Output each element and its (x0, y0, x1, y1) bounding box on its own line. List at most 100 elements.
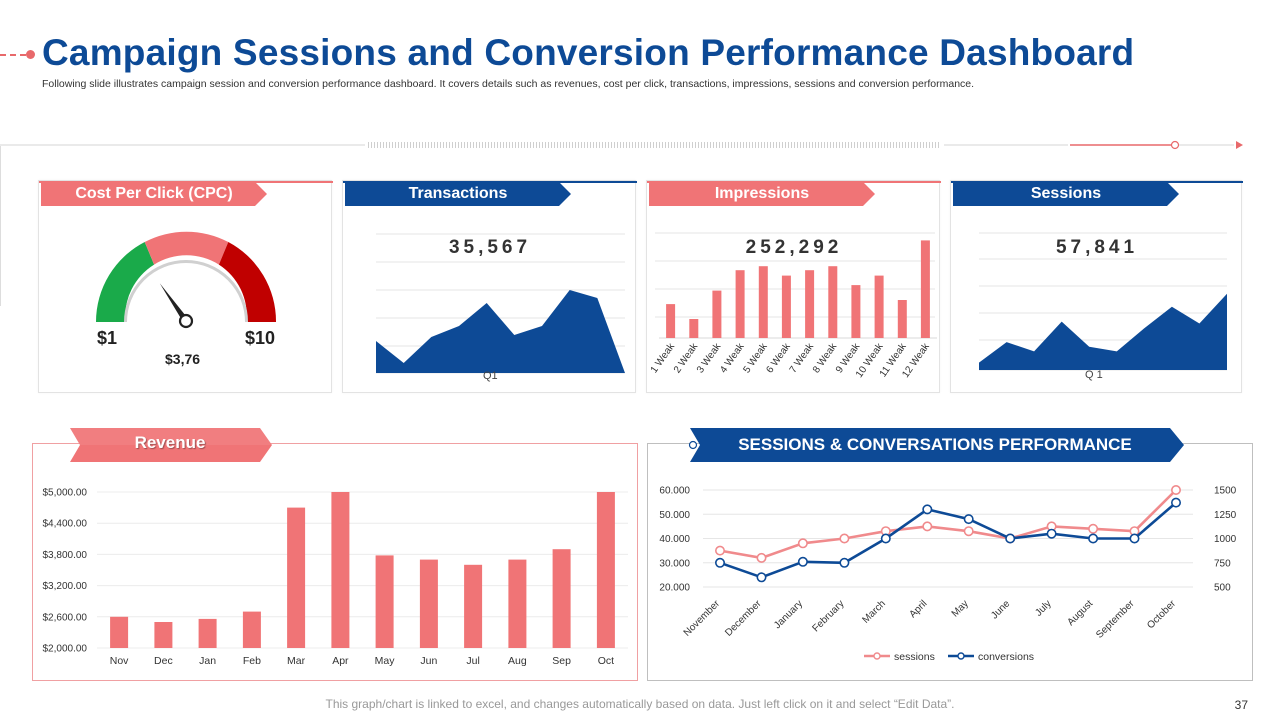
revenue-bar (375, 555, 394, 648)
performance-conversions-point (797, 556, 808, 567)
performance-right-tick-label: 500 (1214, 583, 1231, 594)
revenue-bar (331, 492, 350, 648)
performance-conversions-point (1129, 533, 1140, 544)
performance-conversions-point (1088, 533, 1099, 544)
page-number: 37 (1234, 698, 1248, 712)
impressions-bar (828, 266, 838, 338)
revenue-bar (596, 492, 615, 648)
revenue-category-label: Jan (199, 655, 216, 667)
performance-right-tick-label: 1250 (1214, 510, 1237, 521)
cpc-card: Cost Per Click (CPC) $1 $10 $3,76 (38, 180, 333, 393)
revenue-bar (419, 559, 438, 648)
title-decoration-dot (26, 50, 35, 59)
performance-sessions-point (922, 521, 933, 532)
cpc-min-label: $1 (97, 328, 118, 348)
gauge-hub (178, 313, 194, 329)
performance-category-label: June (989, 598, 1012, 621)
performance-conversions-point (922, 504, 933, 515)
revenue-bar (110, 616, 129, 648)
revenue-category-label: Sep (552, 655, 571, 667)
cpc-gauge (95, 231, 277, 329)
performance-sessions-line (719, 489, 1177, 560)
performance-conversions-point (1046, 528, 1057, 539)
revenue-ytick-label: $2,000.00 (43, 644, 88, 655)
performance-sessions-point (756, 552, 767, 563)
revenue-ytick-label: $3,200.00 (43, 581, 88, 592)
gauge-needle (159, 283, 189, 323)
performance-category-label: April (907, 598, 929, 620)
performance-conversions-point (715, 557, 726, 568)
performance-category-label: July (1033, 598, 1053, 618)
impressions-bar (874, 275, 884, 338)
performance-card: 60.000 50.000 40.000 30.000 20.000 1500 1250 10… (647, 443, 1253, 681)
performance-legend-marker (957, 652, 965, 660)
revenue-ytick-label: $3,800.00 (43, 550, 88, 561)
impressions-bar (689, 319, 699, 338)
impressions-bar (920, 240, 930, 338)
transactions-ribbon: Transactions (345, 182, 571, 206)
impressions-bar (735, 270, 745, 338)
title-decoration-line (0, 54, 26, 56)
left-guide-line (0, 146, 1, 306)
revenue-bar (464, 564, 483, 648)
revenue-card: $5,000.00 $4,400.00 $3,800.00 $3,200.00 $2,6… (32, 443, 638, 681)
revenue-ytick-label: $2,600.00 (43, 612, 88, 623)
performance-conversions-line (719, 501, 1177, 579)
revenue-category-label: Feb (243, 655, 261, 667)
sessions-axis-label: Q 1 (1085, 369, 1103, 381)
gauge-band-green (95, 242, 155, 322)
page-subtitle: Following slide illustrates campaign ses… (42, 78, 975, 90)
performance-sessions-point (839, 533, 850, 544)
performance-conversions-point (839, 557, 850, 568)
revenue-title: Revenue (134, 433, 206, 452)
gauge-band-pink (144, 231, 229, 265)
performance-left-tick-label: 60.000 (659, 486, 690, 497)
performance-left-tick-label: 30.000 (659, 558, 690, 569)
transactions-axis-label: Q1 (483, 370, 498, 382)
performance-conversions-point (1170, 497, 1181, 508)
transactions-area (376, 290, 625, 373)
cpc-max-label: $10 (245, 328, 276, 348)
revenue-bar-chart: $5,000.00 $4,400.00 $3,800.00 $3,200.00 $2,6… (43, 488, 628, 667)
performance-left-tick-label: 20.000 (659, 583, 690, 594)
gauge-band-darkred (218, 242, 277, 322)
impressions-bar (805, 270, 815, 338)
performance-sessions-point (797, 538, 808, 549)
impressions-bar (781, 275, 791, 338)
impressions-bar (758, 266, 768, 338)
sessions-card: Sessions 57,841 Q 1 (950, 180, 1243, 393)
transactions-value: 35,567 (448, 237, 532, 258)
revenue-bar (242, 611, 261, 648)
performance-sessions-point (1170, 484, 1181, 495)
performance-ribbon-dot (688, 440, 698, 450)
sessions-ribbon: Sessions (953, 182, 1179, 206)
revenue-category-label: Mar (287, 655, 306, 667)
performance-line-chart: 60.000 50.000 40.000 30.000 20.000 1500 1250 10… (659, 484, 1237, 663)
transactions-card: Transactions 35,567 Q1 (342, 180, 637, 393)
performance-legend-label: sessions (894, 651, 935, 663)
performance-legend-marker (873, 652, 881, 660)
revenue-bar (287, 507, 306, 648)
header-separator (0, 140, 1243, 150)
performance-category-label: January (772, 598, 805, 631)
impressions-bar (851, 285, 861, 338)
performance-category-label: September (1094, 598, 1137, 641)
transactions-area-chart (375, 233, 626, 374)
performance-title: SESSIONS & CONVERSATIONS PERFORMANCE (738, 435, 1132, 454)
revenue-category-label: Dec (154, 655, 173, 667)
performance-category-label: February (810, 598, 846, 634)
performance-right-tick-label: 750 (1214, 558, 1231, 569)
performance-category-label: December (723, 598, 764, 639)
performance-legend-label: conversions (978, 651, 1034, 663)
sessions-area-chart (978, 232, 1228, 371)
performance-category-label: March (860, 598, 887, 625)
footer-note: This graph/chart is linked to excel, and… (325, 697, 955, 711)
revenue-ytick-label: $5,000.00 (43, 488, 88, 499)
revenue-category-label: Jun (420, 655, 437, 667)
performance-conversions-point (880, 533, 891, 544)
performance-category-label: October (1145, 598, 1178, 631)
page-title: Campaign Sessions and Conversion Perform… (42, 32, 1135, 73)
cpc-value: $3,76 (165, 351, 201, 367)
impressions-bar (712, 290, 722, 338)
performance-sessions-point (715, 545, 726, 556)
